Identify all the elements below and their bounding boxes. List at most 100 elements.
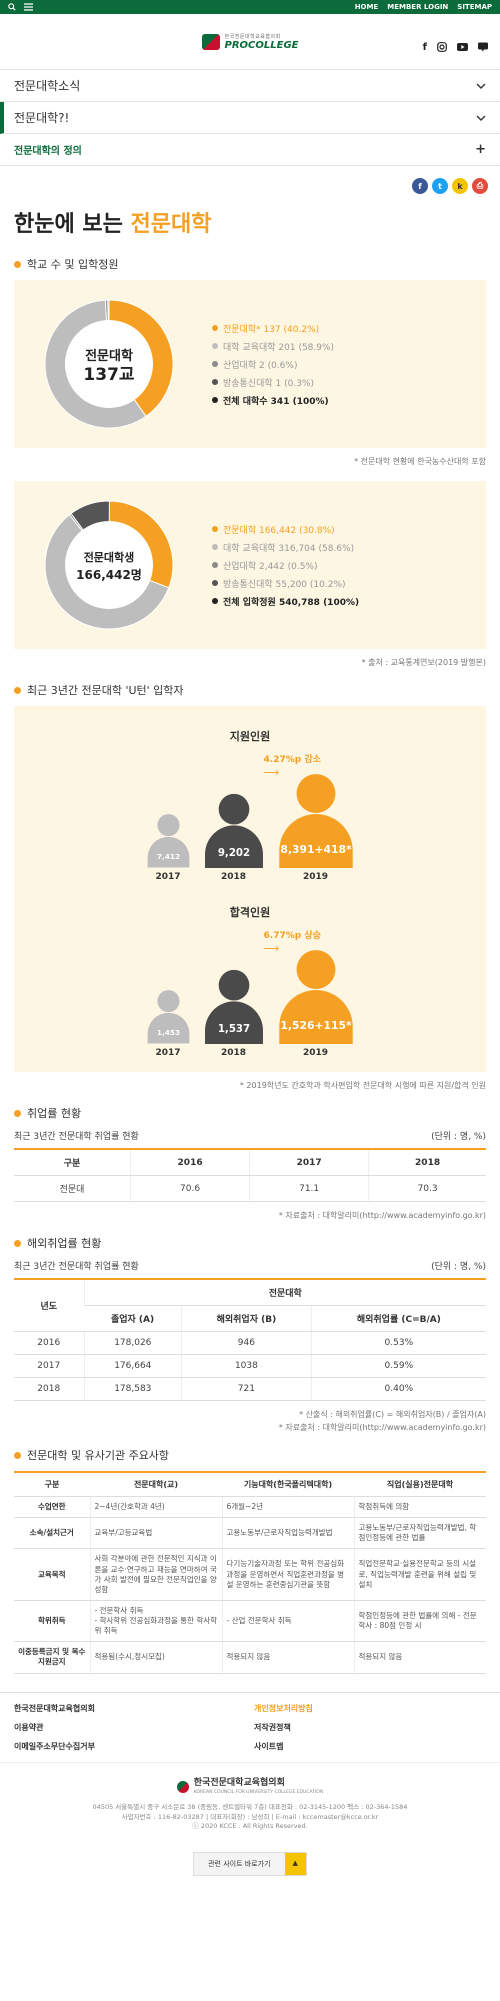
facebook-icon[interactable]: f [412, 178, 428, 194]
footer-address: 04505 서울특별시 중구 서소문로 38 (중림동, 센트럴타워 7층) 대… [92, 1802, 408, 1811]
table-header: 2016 [130, 1148, 250, 1176]
footer-link[interactable]: 한국전문대학교육협의회 [14, 1703, 95, 1713]
table-cell: 직업전문학교·실용전문학교 등의 시설로, 직업능력개발 훈련을 위해 설립 및… [353, 1548, 486, 1601]
sitemap-link[interactable]: SITEMAP [457, 3, 492, 11]
table-cell: 1038 [181, 1354, 312, 1378]
legend-label: 산업대학 2 (0.6%) [223, 360, 298, 371]
footer-info: 한국전문대학교육협의회 KOREAN COUNCIL FOR UNIVERSIT… [0, 1763, 500, 1847]
legend-dot [212, 343, 218, 349]
admitted-people: 1,453 2017 1,537 2018 1,526+115* 2019 6.77%p 상… [24, 928, 476, 1058]
table-cell: - 전문학사 취득 - 학사학위 전공심화과정을 통한 학사학위 취득 [89, 1600, 222, 1643]
table-subtitle: 최근 3년간 전문대학 취업률 현황 [14, 1262, 139, 1272]
page-title: 한눈에 보는 전문대학 [14, 212, 212, 237]
footer-link[interactable]: 이용약관 [14, 1722, 44, 1732]
year-label: 2017 [155, 872, 181, 882]
table-cell: 2017 [14, 1354, 84, 1378]
footer-link[interactable]: 개인정보처리방침 [254, 1703, 313, 1713]
table-cell: 2018 [14, 1377, 84, 1401]
row-label: 소속/설치근거 [14, 1517, 90, 1550]
print-icon[interactable]: ⎙ [472, 178, 488, 194]
donut-center-line2: 137교 [83, 365, 134, 385]
table-cell: 교육부/고등교육법 [89, 1517, 222, 1550]
table-cell: 0.40% [310, 1377, 486, 1401]
blog-icon[interactable] [478, 42, 488, 52]
legend-item: 방송통신대학 55,200 (10.2%) [212, 577, 359, 590]
facebook-icon[interactable]: f [422, 42, 427, 53]
social-links: f [423, 42, 488, 53]
donut-center-line2: 166,442명 [76, 568, 142, 582]
footer-link[interactable]: 사이트맵 [254, 1741, 284, 1751]
uturn-section: 최근 3년간 전문대학 'U턴' 입학자 지원인원 7,412 2017 9,202… [0, 682, 500, 1091]
search-icon[interactable] [8, 3, 16, 11]
instagram-icon[interactable] [437, 42, 447, 52]
year-label: 2017 [155, 1048, 181, 1058]
related-sites-dropdown[interactable]: 관련 사이트 바로가기 ▲ [193, 1852, 307, 1876]
top-bar: HOME MEMBER LOGIN SITEMAP [0, 0, 500, 14]
table-row: 수업연한 2~4년(간호학과 4년) 6개월~2년 학점취득에 의함 [14, 1496, 486, 1519]
related-sites: 관련 사이트 바로가기 ▲ [0, 1846, 500, 1894]
legend-dot [212, 580, 218, 586]
kakao-icon[interactable]: k [452, 178, 468, 194]
person-icon: 1,537 [204, 969, 263, 1044]
section-title: 취업률 현황 [14, 1105, 486, 1121]
table-row: 2017 176,664 1038 0.59% [14, 1354, 486, 1378]
legend-label: 전문대학* 137 (40.2%) [223, 324, 320, 335]
table-cell: 사회 각분야에 관한 전문적인 지식과 이론을 교수·연구하고 재능을 연마하여… [89, 1548, 222, 1601]
hamburger-menu-icon[interactable] [24, 3, 33, 11]
menu-college-about[interactable]: 전문대학?! [0, 102, 500, 134]
menu-college-definition[interactable]: 전문대학의 정의 + [0, 134, 500, 166]
menu-label: 전문대학소식 [14, 79, 81, 93]
legend-item: 전체 입학정원 540,788 (100%) [212, 595, 359, 608]
chevron-down-icon [476, 115, 486, 121]
admitted-title: 합격인원 [229, 906, 271, 919]
employment-table: 구분 2016 2017 2018 전문대 70.6 71.1 70.3 [14, 1148, 486, 1202]
year-label: 2019 [302, 872, 329, 882]
legend-item: 산업대학 2 (0.6%) [212, 358, 334, 371]
person-icon: 1,526+115* [278, 950, 353, 1044]
person-2017: 1,453 2017 [147, 989, 190, 1058]
legend-dot [212, 526, 218, 532]
source-note: * 산출식 : 해외취업률(C) = 해외취업자(B) / 졸업자(A) [299, 1410, 486, 1419]
change-label: 4.27%p 감소 [263, 755, 321, 765]
donut-center-line1: 전문대학 [85, 348, 133, 364]
schools-donut-chart: 전문대학 137교 [44, 299, 174, 429]
share-bar: f t k ⎙ [0, 166, 500, 194]
legend-item: 방송통신대학 1 (0.3%) [212, 376, 334, 389]
table-row: 이중등록금지 및 복수지원금지 적용됨(수시,정시모집) 적용되지 않음 적용되지 않… [14, 1641, 486, 1674]
legend-label: 전문대학 166,442 (30.8%) [223, 525, 335, 536]
legend-dot [212, 397, 218, 403]
table-cell: 2~4년(간호학과 4년) [89, 1496, 222, 1519]
footer-link[interactable]: 저작권정책 [254, 1722, 291, 1732]
section-title: 최근 3년간 전문대학 'U턴' 입학자 [14, 682, 486, 698]
home-link[interactable]: HOME [354, 3, 379, 11]
row-label: 학위취득 [14, 1600, 90, 1643]
source-note: * 자료출처 : 대학알리미(http://www.academyinfo.go… [278, 1211, 486, 1220]
legend-label: 전체 입학정원 540,788 (100%) [223, 597, 360, 608]
table-header: 전문대학 [83, 1278, 486, 1306]
site-logo[interactable]: 한국전문대학교육협의회 PROCOLLEGE [201, 33, 299, 51]
person-value: 1,453 [156, 1028, 179, 1037]
twitter-icon[interactable]: t [432, 178, 448, 194]
legend-item: 대학 교육대학 201 (58.9%) [212, 340, 334, 353]
year-label: 2019 [302, 1048, 329, 1058]
person-value: 1,526+115* [280, 1019, 352, 1032]
person-icon: 7,412 [147, 814, 189, 868]
plus-icon: + [475, 142, 486, 157]
logo-big-text: PROCOLLEGE [224, 39, 299, 51]
table-cell: 721 [181, 1377, 312, 1401]
menu-college-news[interactable]: 전문대학소식 [0, 70, 500, 102]
footer-link[interactable]: 이메일주소무단수집거부 [14, 1741, 95, 1751]
compare-table: 구분 전문대학(교) 기능대학(한국폴리텍대학) 직업(실용)전문대학 수업연한 2~4… [14, 1471, 486, 1674]
youtube-icon[interactable] [457, 42, 468, 52]
overseas-table: 년도 전문대학 졸업자 (A) 해외취업자 (B) 해외취업률 (C=B/A) 20… [14, 1278, 486, 1401]
person-icon: 1,453 [147, 990, 189, 1044]
legend-dot [212, 544, 218, 550]
footer-logo-mark [176, 1780, 189, 1793]
applicants-people: 7,412 2017 9,202 2018 8,391+418* 2019 4.27%p 감… [24, 752, 476, 882]
table-cell: 적용되지 않음 [221, 1641, 354, 1674]
member-login-link[interactable]: MEMBER LOGIN [387, 3, 449, 11]
table-header: 직업(실용)전문대학 [354, 1471, 486, 1497]
table-header: 졸업자 (A) [84, 1305, 182, 1332]
legend-dot [212, 379, 218, 385]
legend-label: 대학 교육대학 201 (58.9%) [223, 342, 335, 353]
